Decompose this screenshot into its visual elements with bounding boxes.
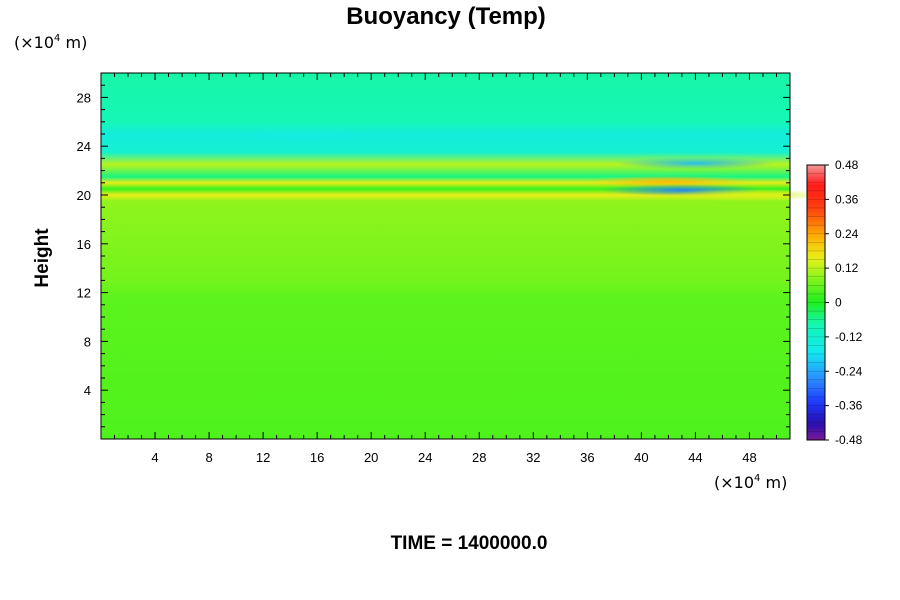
- x-axis: 4 8 12 16 20 24 28 32 36 40 44 48: [114, 73, 777, 465]
- field-feature: [615, 157, 776, 170]
- x-axis-unit: (×104 m): [714, 473, 787, 492]
- colorbar-tick-label: 0.12: [835, 261, 859, 275]
- y-tick-label: 20: [77, 188, 91, 203]
- colorbar: 0.48 0.36 0.24 0.12 0 -0.12 -0.24 -0.36 -0.48: [806, 158, 863, 447]
- x-tick-label: 28: [472, 450, 486, 465]
- colorbar-tick-label: 0.36: [835, 192, 859, 206]
- buoyancy-field: [101, 73, 790, 439]
- x-tick-label: 36: [580, 450, 594, 465]
- y-tick-label: 12: [77, 286, 91, 301]
- colorbar-tick-label: -0.48: [835, 433, 863, 447]
- colorbar-ticks: 0.48 0.36 0.24 0.12 0 -0.12 -0.24 -0.36 -0.48: [807, 158, 863, 447]
- y-axis-label: Height: [32, 228, 53, 288]
- plot-area: [100, 72, 830, 440]
- x-tick-label: 44: [688, 450, 702, 465]
- chart-title: Buoyancy (Temp): [346, 3, 546, 30]
- x-tick-label: 12: [256, 450, 270, 465]
- x-tick-label: 48: [742, 450, 756, 465]
- colorbar-tick-label: -0.36: [835, 399, 863, 413]
- colorbar-tick-label: 0.48: [835, 158, 859, 172]
- y-axis-unit: (×104 m): [14, 33, 87, 52]
- colorbar-tick-label: -0.12: [835, 330, 863, 344]
- colorbar-tick-label: -0.24: [835, 364, 863, 378]
- x-tick-label: 16: [310, 450, 324, 465]
- x-tick-label: 20: [364, 450, 378, 465]
- time-label: TIME = 1400000.0: [391, 533, 548, 554]
- y-axis: 4 8 12 16 20 24 28: [77, 84, 790, 428]
- y-tick-label: 16: [77, 237, 91, 252]
- x-tick-label: 8: [205, 450, 212, 465]
- y-tick-label: 24: [77, 139, 91, 154]
- y-tick-label: 4: [84, 383, 91, 398]
- x-tick-label: 32: [526, 450, 540, 465]
- y-tick-label: 28: [77, 90, 91, 105]
- field-feature: [223, 130, 384, 143]
- y-tick-label: 8: [84, 334, 91, 349]
- x-tick-label: 40: [634, 450, 648, 465]
- field-features: [223, 130, 830, 201]
- colorbar-tick-label: 0.24: [835, 227, 859, 241]
- field-feature: [669, 189, 830, 201]
- x-tick-label: 24: [418, 450, 432, 465]
- colorbar-tick-label: 0: [835, 296, 842, 310]
- x-tick-label: 4: [151, 450, 158, 465]
